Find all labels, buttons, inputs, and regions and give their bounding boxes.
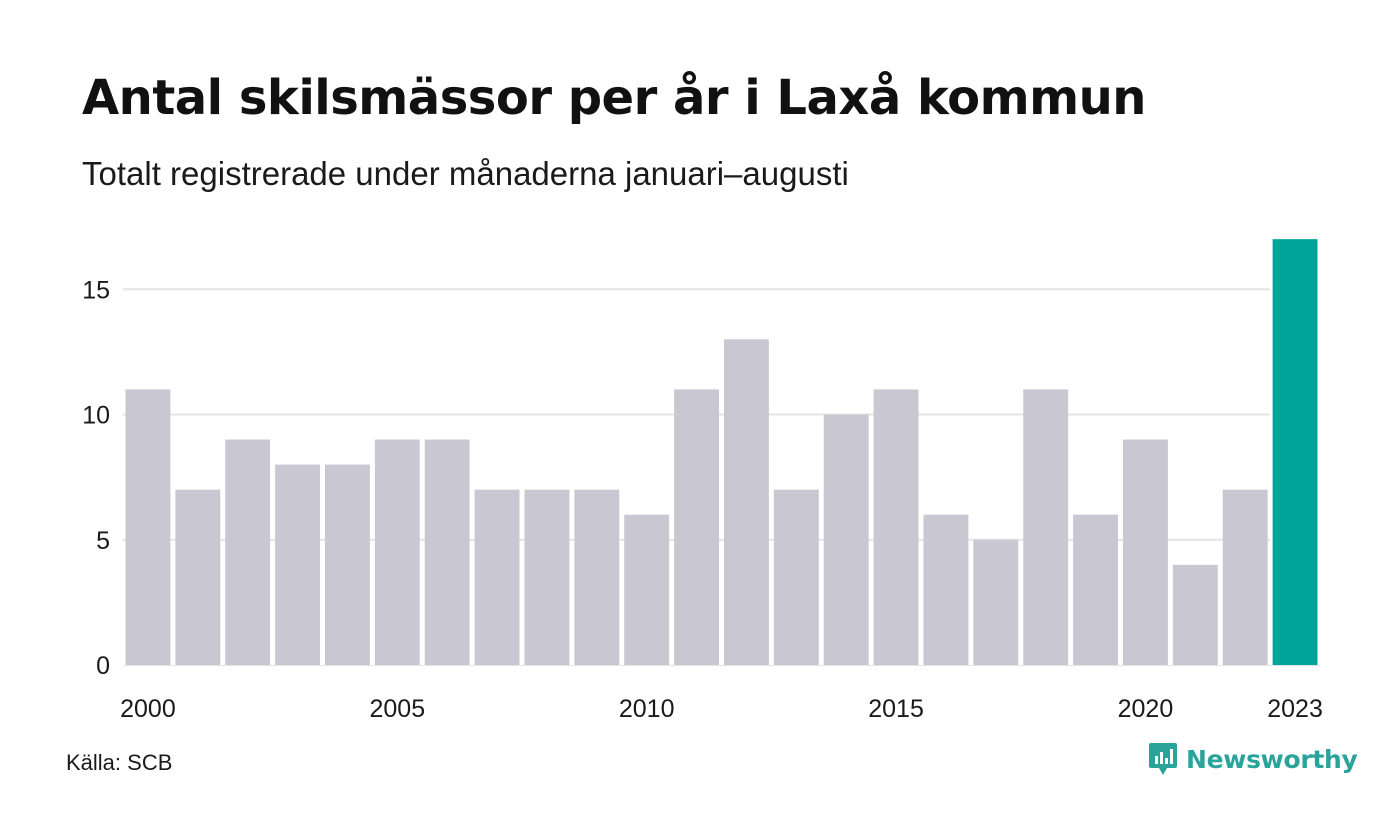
bar-chart: 0 5 10 15 2000 2005 2010 2015 2020 2023 [82,239,1323,723]
bar-2014 [823,414,869,665]
bar-2004 [325,464,370,665]
bar-2000 [125,389,171,665]
x-tick-label: 2023 [1267,695,1323,723]
bar-2006 [424,439,470,665]
brand-name: Newsworthy [1186,744,1358,774]
bar-2023 [1272,239,1318,665]
bar-2005 [374,439,420,665]
bar-2009 [574,489,620,665]
x-tick-label: 2000 [120,695,176,723]
brand-logo: Newsworthy [1148,742,1358,776]
bar-2018 [1023,389,1069,665]
bar-2007 [474,489,520,665]
y-tick-label: 15 [82,276,110,304]
bar-2001 [175,489,221,665]
x-tick-label: 2020 [1118,695,1174,723]
chart-title: Antal skilsmässor per år i Laxå kommun [82,70,1146,126]
bar-2016 [923,514,969,665]
bars [125,239,1318,665]
y-tick-label: 5 [96,527,110,555]
x-tick-label: 2005 [370,695,426,723]
y-tick-label: 10 [82,402,110,430]
bar-2021 [1172,564,1218,665]
x-axis-ticks: 2000 2005 2010 2015 2020 2023 [120,695,1323,723]
bar-2002 [225,439,271,665]
newsworthy-logo-icon [1149,743,1177,775]
source-note: Källa: SCB [66,750,173,775]
bar-2015 [873,389,919,665]
y-axis-ticks: 0 5 10 15 [82,276,110,680]
bar-2010 [624,514,670,665]
bar-2008 [524,489,570,665]
x-tick-label: 2015 [868,695,924,723]
bar-2011 [674,389,719,665]
bar-2012 [724,339,769,665]
chart-subtitle: Totalt registrerade under månaderna janu… [82,155,849,192]
bar-2017 [973,539,1019,665]
x-tick-label: 2010 [619,695,675,723]
bar-2020 [1123,439,1168,665]
bar-2003 [275,464,320,665]
y-tick-label: 0 [96,652,110,680]
bar-2022 [1222,489,1268,665]
bar-2019 [1073,514,1118,665]
bar-2013 [773,489,819,665]
